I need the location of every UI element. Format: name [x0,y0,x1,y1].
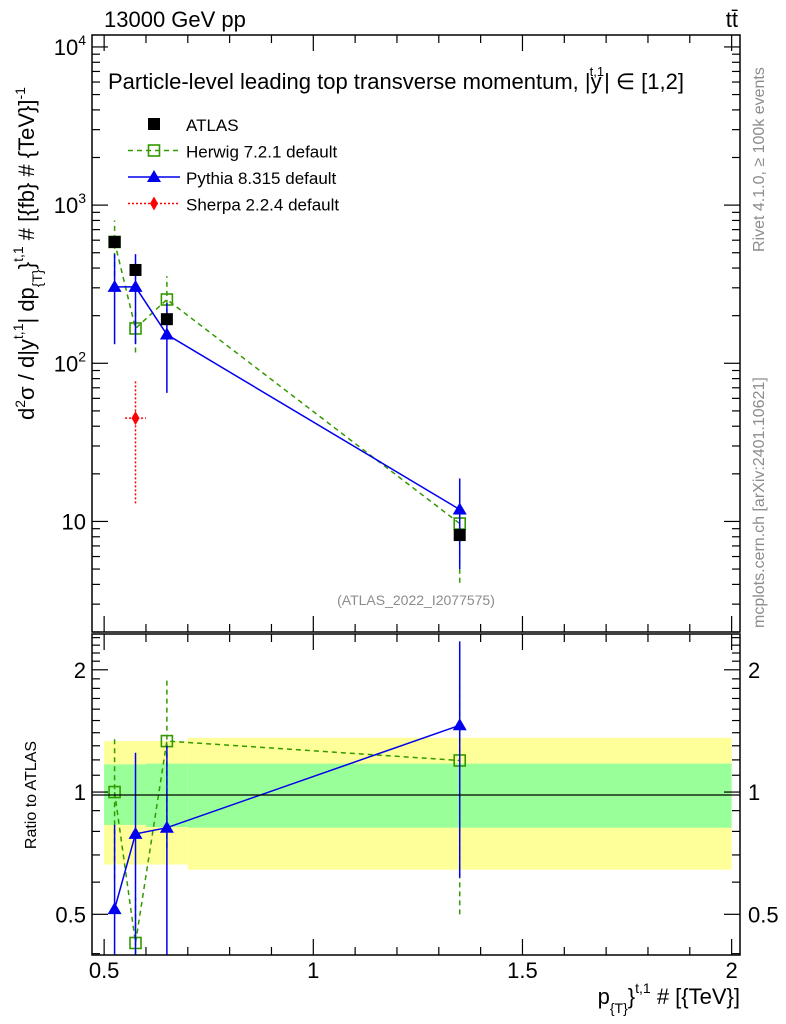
pythia-ratio-line [113,724,460,910]
legend-marker-icon [148,118,160,130]
pythia-point [107,279,122,292]
pythia-line [114,286,461,511]
y-axis-label: d2σ / d|yt,1| dp{T}}t,1 # [{fb} # {TeV}]… [10,87,45,420]
atlas-point [453,529,466,542]
ratio-tick-label-left: 0.5 [55,902,86,927]
sherpa-point [131,411,140,426]
chart-marks [107,220,467,955]
y-tick-label: 104 [54,32,86,60]
pythia-ratio-point [107,902,122,915]
mcplots-label: mcplots.cern.ch [arXiv:2401.10621] [751,377,768,628]
atlas-uncertainty-bands [104,737,732,870]
ratio-tick-label-right: 1 [748,780,760,805]
chart-title: Particle-level leading top transverse mo… [108,64,684,94]
legend-label: Sherpa 2.2.4 default [186,196,339,215]
pythia-ratio-point [159,820,174,833]
ratio-tick-label-left: 1 [74,780,86,805]
legend-marker-icon [150,196,158,211]
ratio-tick-label-right: 0.5 [748,902,779,927]
y-tick-label: 103 [54,190,86,218]
pythia-ratio-point [128,826,143,839]
y-tick-label: 10 [62,509,86,534]
legend-item-sherpa: Sherpa 2.2.4 default [128,196,339,215]
y-tick-label: 102 [54,348,86,376]
analysis-id: (ATLAS_2022_I2077575) [337,592,495,608]
ratio-y-axis-label: Ratio to ATLAS [23,741,40,849]
atlas-point [108,235,121,248]
atlas-point [160,313,173,326]
herwig-line [113,241,461,525]
pythia-point [159,327,174,340]
ratio-tick-label-right: 2 [748,658,760,683]
x-tick-label: 1 [307,958,319,983]
legend: ATLAS Herwig 7.2.1 default Pythia 8.315 de… [128,116,339,215]
x-tick-label: 2 [726,958,738,983]
energy-label: 13000 GeV pp [104,7,246,32]
pythia-point [128,279,143,292]
pythia-point [452,502,467,515]
rivet-label: Rivet 4.1.0, ≥ 100k events [751,67,768,252]
legend-label: ATLAS [186,116,239,135]
herwig-ratio-point [108,785,121,799]
legend-label: Herwig 7.2.1 default [186,143,337,162]
legend-label: Pythia 8.315 default [186,169,337,188]
legend-marker-icon [147,170,161,182]
process-label: tt̄ [726,7,738,32]
x-tick-label: 0.5 [89,958,120,983]
legend-item-pythia: Pythia 8.315 default [128,169,337,188]
legend-marker-icon [147,144,161,157]
main-frame [91,34,741,633]
axis-ticks: 0.5 1 1.5 2 10 102 103 104 0.5 0.5 1 1 2 2 [54,32,779,983]
legend-item-herwig: Herwig 7.2.1 default [128,143,337,162]
ratio-tick-label-left: 2 [74,658,86,683]
x-tick-label: 1.5 [507,958,538,983]
atlas-point [129,263,142,276]
x-axis-label: p{T}}t,1 # [{TeV}] [598,980,740,1016]
legend-item-atlas: ATLAS [148,116,239,135]
pythia-ratio-point [452,718,467,731]
herwig-ratio-line [113,740,460,944]
